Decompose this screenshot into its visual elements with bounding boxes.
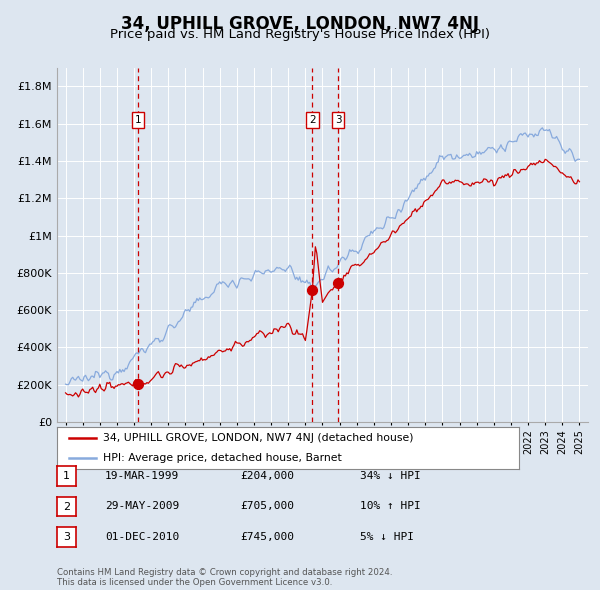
Text: 3: 3: [335, 115, 341, 125]
Text: £204,000: £204,000: [240, 471, 294, 480]
Point: [334, 278, 343, 288]
Text: 34, UPHILL GROVE, LONDON, NW7 4NJ (detached house): 34, UPHILL GROVE, LONDON, NW7 4NJ (detac…: [103, 433, 414, 443]
Text: 29-MAY-2009: 29-MAY-2009: [105, 502, 179, 511]
Text: £745,000: £745,000: [240, 532, 294, 542]
Text: 19-MAR-1999: 19-MAR-1999: [105, 471, 179, 480]
Text: 2: 2: [309, 115, 316, 125]
Text: HPI: Average price, detached house, Barnet: HPI: Average price, detached house, Barn…: [103, 453, 342, 463]
Text: Contains HM Land Registry data © Crown copyright and database right 2024.
This d: Contains HM Land Registry data © Crown c…: [57, 568, 392, 587]
Point: [308, 286, 317, 295]
Text: £705,000: £705,000: [240, 502, 294, 511]
Point: [133, 379, 143, 389]
Text: 10% ↑ HPI: 10% ↑ HPI: [360, 502, 421, 511]
Text: 1: 1: [134, 115, 141, 125]
Text: 5% ↓ HPI: 5% ↓ HPI: [360, 532, 414, 542]
Text: 34% ↓ HPI: 34% ↓ HPI: [360, 471, 421, 480]
Text: Price paid vs. HM Land Registry's House Price Index (HPI): Price paid vs. HM Land Registry's House …: [110, 28, 490, 41]
Text: 2: 2: [63, 502, 70, 512]
Text: 01-DEC-2010: 01-DEC-2010: [105, 532, 179, 542]
Text: 34, UPHILL GROVE, LONDON, NW7 4NJ: 34, UPHILL GROVE, LONDON, NW7 4NJ: [121, 15, 479, 33]
Text: 1: 1: [63, 471, 70, 481]
Text: 3: 3: [63, 532, 70, 542]
